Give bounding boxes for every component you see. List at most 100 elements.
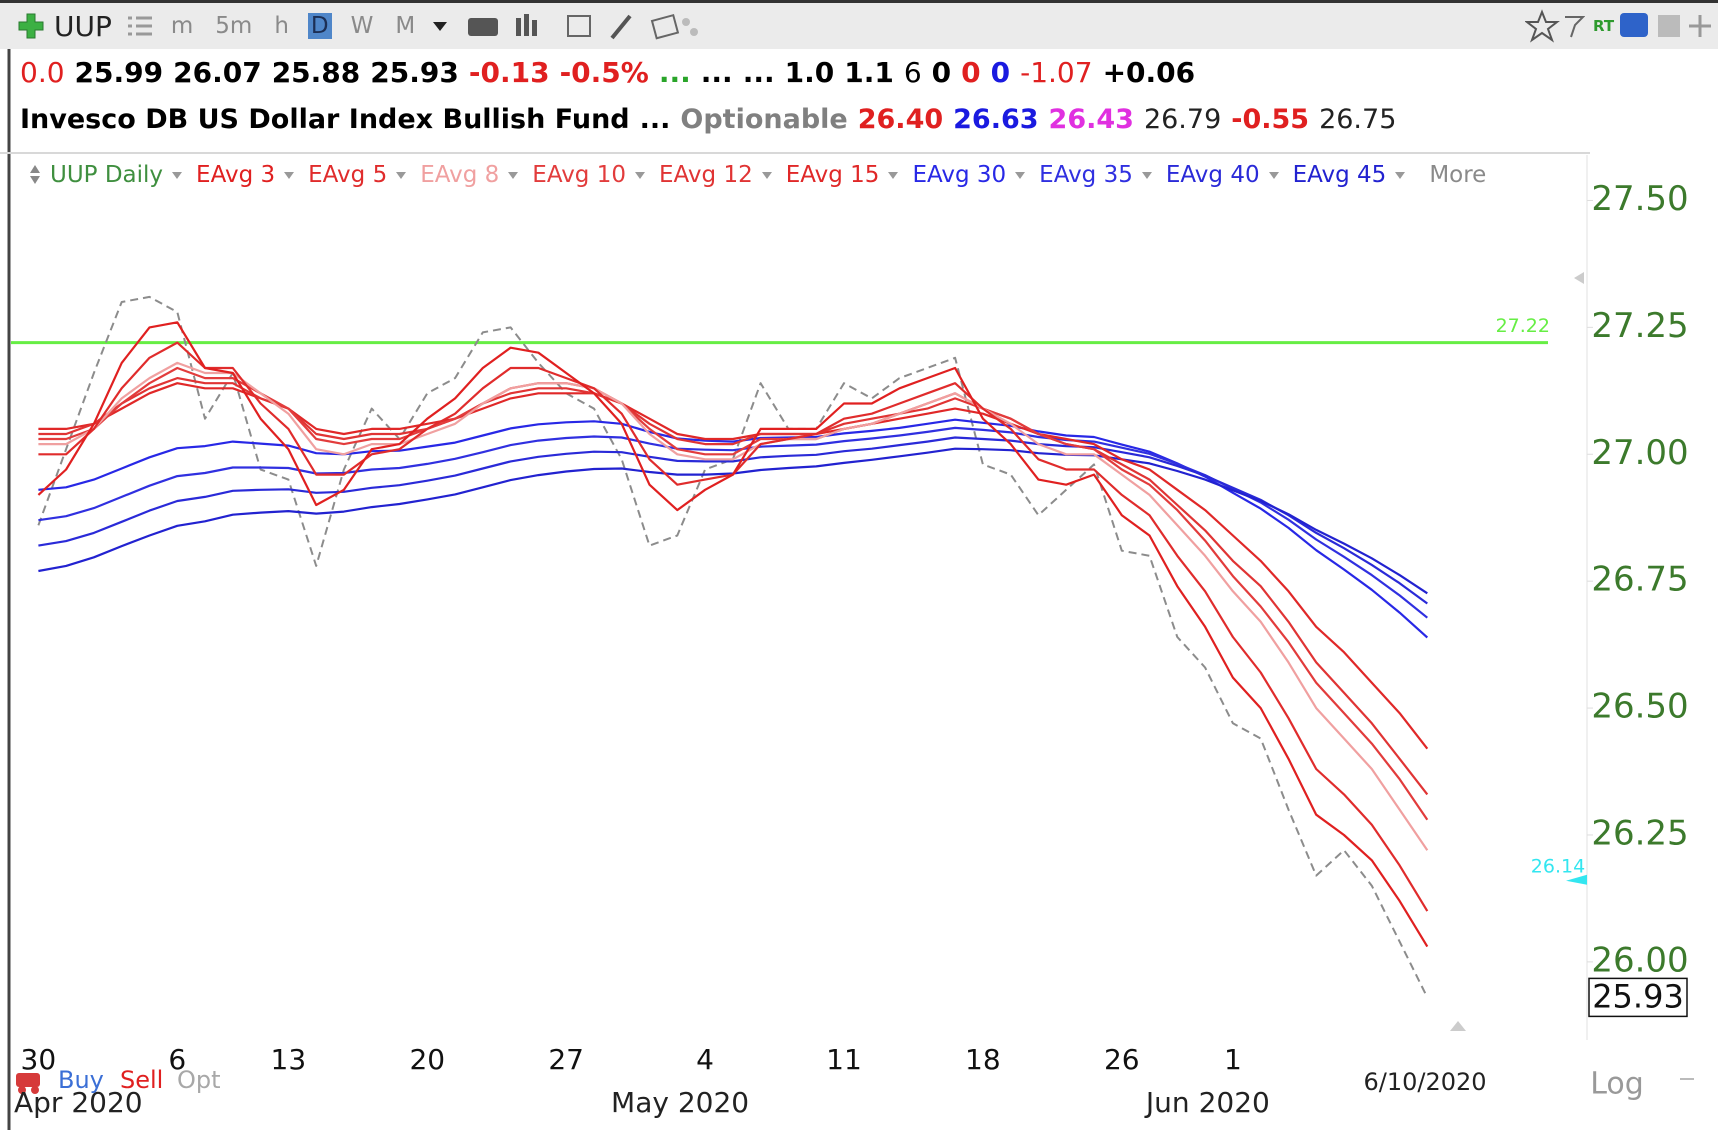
y-tick-label: 26.50 — [1591, 687, 1688, 727]
legend-entry[interactable]: EAvg 3 — [196, 162, 294, 188]
quote-field: -0.13 — [468, 56, 550, 89]
month-label: May 2020 — [611, 1086, 749, 1119]
y-tick-label: 27.25 — [1591, 306, 1688, 346]
quote-field: 0 — [961, 56, 981, 89]
list-icon[interactable] — [126, 14, 154, 38]
quote-field: 26.40 — [857, 104, 944, 135]
x-tick-label: 6 — [168, 1043, 186, 1076]
legend-entry[interactable]: EAvg 8 — [420, 162, 518, 188]
series-line — [38, 382, 1429, 750]
quote-field: 26.43 — [1048, 104, 1134, 135]
series-line — [38, 341, 1429, 912]
x-tick-label: 13 — [271, 1043, 307, 1076]
legend-handle[interactable] — [30, 165, 40, 185]
realtime-badge[interactable]: RT — [1593, 17, 1615, 35]
series-line — [38, 366, 1429, 821]
quote-field: Optionable — [680, 104, 848, 135]
y-tick-label: 26.00 — [1591, 940, 1688, 980]
legend-entry[interactable]: EAvg 12 — [659, 162, 772, 188]
plot — [11, 295, 1548, 998]
legend-entry[interactable]: EAvg 40 — [1166, 162, 1279, 188]
quote-field: 26.79 — [1143, 104, 1222, 135]
quote-field: -0.55 — [1231, 104, 1310, 135]
y-tick-label: 26.75 — [1591, 560, 1688, 600]
quote-field: 26.07 — [173, 56, 262, 89]
quote-field: 0 — [990, 56, 1011, 89]
toolbar: UUP m 5m h D W M RT — [0, 0, 1718, 49]
period-button[interactable]: W — [350, 13, 374, 39]
order-button[interactable]: Buy — [58, 1066, 104, 1094]
last-price-label: 25.93 — [1592, 977, 1684, 1015]
y-tick-label: 27.50 — [1591, 179, 1688, 219]
y-tick-label: 26.25 — [1591, 813, 1688, 853]
alert-icons[interactable] — [1525, 9, 1585, 43]
symbol[interactable]: UUP — [54, 9, 112, 43]
quote-field: 0.0 — [20, 56, 65, 89]
quote-field: 26.75 — [1319, 104, 1397, 135]
add-icon[interactable] — [16, 11, 46, 41]
price-marker — [1566, 874, 1587, 885]
series-line — [38, 436, 1428, 605]
series-line — [38, 447, 1428, 595]
series-line — [38, 418, 1429, 639]
period-dropdown[interactable] — [430, 16, 450, 36]
scale-mode: Log — [1590, 1067, 1644, 1102]
x-tick-label: 11 — [826, 1043, 862, 1076]
legend-entry[interactable]: EAvg 15 — [786, 162, 899, 188]
period-button[interactable]: M — [395, 13, 416, 39]
quote-field: ... — [700, 56, 733, 89]
quote-field: 25.93 — [370, 56, 459, 89]
legend-entry[interactable]: UUP Daily — [50, 162, 182, 188]
quote-field: 25.88 — [271, 56, 361, 89]
x-tick-label: 20 — [409, 1043, 445, 1076]
legend-entry[interactable]: EAvg 10 — [532, 162, 645, 188]
scroll-arrow — [1574, 272, 1584, 284]
order-button[interactable]: Opt — [177, 1066, 221, 1094]
right-icons[interactable] — [1618, 9, 1718, 43]
quote-field: 1.0 — [784, 56, 835, 89]
series-line — [37, 321, 1429, 948]
month-label: Apr 2020 — [14, 1086, 143, 1119]
last-date: 6/10/2020 — [1363, 1068, 1486, 1096]
marker-arrow — [1450, 1021, 1466, 1031]
quote-field: 0 — [931, 56, 952, 89]
period-button[interactable]: 5m — [215, 13, 253, 39]
period-button[interactable]: D — [307, 13, 332, 39]
order-button[interactable]: Sell — [120, 1066, 163, 1094]
period-button[interactable]: m — [170, 13, 194, 39]
legend-entry[interactable]: EAvg 45 — [1293, 162, 1406, 188]
period-button[interactable]: h — [274, 13, 289, 39]
legend-entry[interactable]: EAvg 35 — [1039, 162, 1152, 188]
quote-field: 6 — [903, 56, 922, 89]
quote-field: 25.99 — [74, 56, 164, 89]
x-tick-label: 27 — [548, 1043, 584, 1076]
series-line — [37, 295, 1429, 998]
x-tick-label: 18 — [965, 1043, 1001, 1076]
series-line — [38, 377, 1429, 796]
quote-field: ... — [658, 56, 691, 89]
quote-field: Invesco DB US Dollar Index Bullish Fund — [20, 104, 630, 135]
quote-field: -0.5% — [559, 56, 649, 89]
quote-line: Invesco DB US Dollar Index Bullish Fund.… — [20, 104, 1406, 135]
quote-field: 1.1 — [844, 56, 894, 89]
quote-field: ... — [742, 56, 775, 89]
order-icon — [16, 1073, 40, 1094]
tool-icons[interactable] — [464, 10, 704, 42]
quote-line: 0.0 25.99 26.07 25.88 25.93 -0.13 -0.5%.......… — [20, 56, 1205, 89]
quote-field: -1.07 — [1020, 56, 1093, 89]
quote-field: +0.06 — [1102, 56, 1196, 89]
legend-entry[interactable]: EAvg 30 — [912, 162, 1025, 188]
legend: UUP Daily EAvg 3 EAvg 5 EAvg 8 EAvg 10 EAvg 1… — [30, 162, 1486, 188]
x-tick-label: 4 — [696, 1043, 714, 1076]
legend-more[interactable]: More — [1429, 162, 1487, 188]
legend-entry[interactable]: EAvg 5 — [308, 162, 406, 188]
x-tick-label: 1 — [1224, 1043, 1242, 1076]
separator — [0, 152, 1590, 154]
horizontal-line-label: 27.22 — [1496, 315, 1550, 337]
quote-field: ... — [639, 104, 671, 135]
period-buttons: m 5m h D W M — [160, 13, 426, 39]
price-marker-label: 26.14 — [1531, 855, 1585, 877]
x-tick-label: 26 — [1104, 1043, 1140, 1076]
